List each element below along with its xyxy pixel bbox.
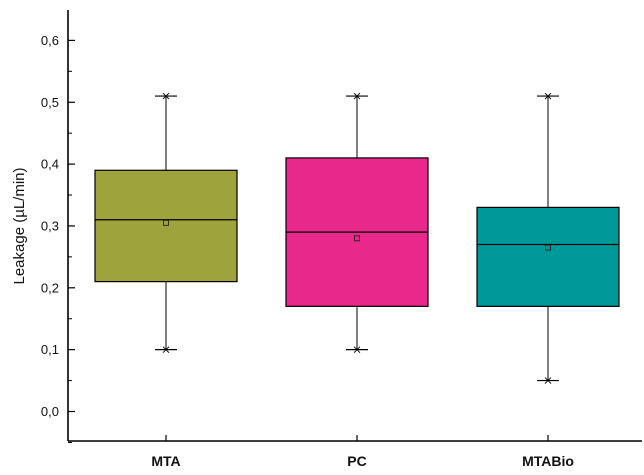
iqr-box (476, 206, 620, 307)
max-marker (544, 92, 552, 100)
mean-marker (163, 219, 169, 226)
y-tick-label: 0,4 (41, 157, 59, 172)
iqr-box (94, 169, 238, 283)
category-label: MTABio (522, 453, 574, 469)
min-marker (544, 377, 552, 384)
plot-area: 0,0 0,1 0,2 0,3 0,4 0,5 0,6 MTA PC MTABio (41, 10, 642, 469)
min-marker (353, 346, 361, 353)
max-marker (162, 92, 170, 100)
y-tick-label: 0,2 (41, 280, 59, 295)
category-label: PC (347, 453, 366, 469)
mean-marker (354, 235, 360, 242)
y-axis-title: Leakage (µL/min) (11, 167, 28, 284)
y-tick-label: 0,3 (41, 218, 59, 233)
y-tick-label: 0,1 (41, 342, 59, 357)
min-marker (162, 346, 170, 353)
y-tick-label: 0,5 (41, 95, 59, 110)
max-marker (353, 92, 361, 100)
category-label: MTA (151, 453, 180, 469)
y-tick-label: 0,0 (41, 404, 59, 419)
mean-marker (545, 244, 551, 251)
y-tick-label: 0,6 (41, 33, 59, 48)
